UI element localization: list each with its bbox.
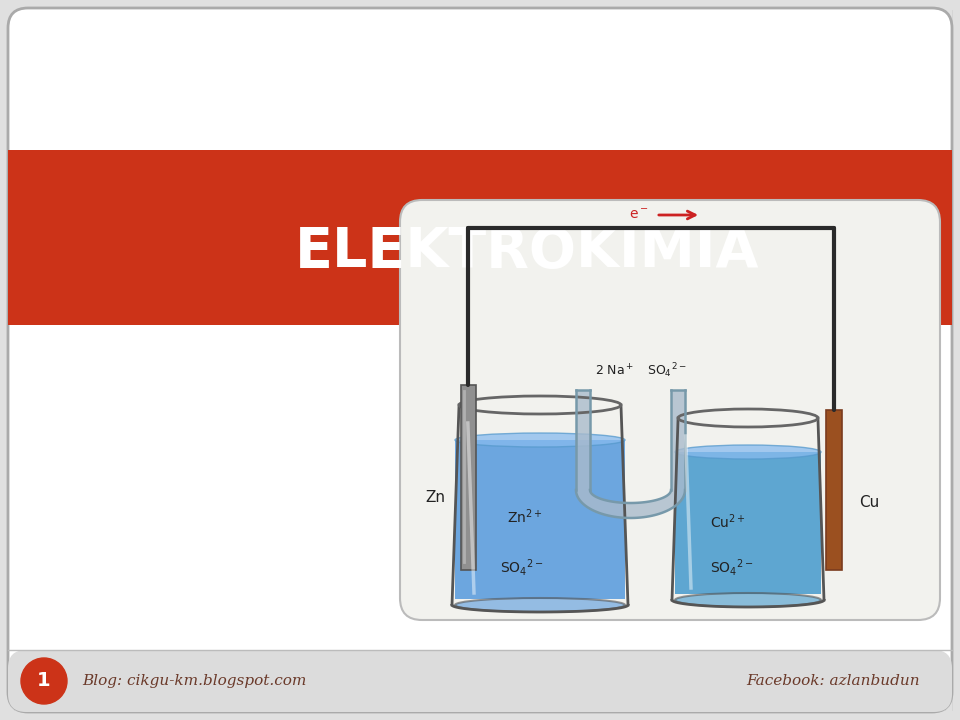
FancyBboxPatch shape xyxy=(826,410,842,570)
Text: Zn: Zn xyxy=(425,490,445,505)
Text: e$^-$: e$^-$ xyxy=(629,208,649,222)
Text: 2 Na$^+$   SO$_4$$^{2-}$: 2 Na$^+$ SO$_4$$^{2-}$ xyxy=(595,361,686,380)
FancyBboxPatch shape xyxy=(461,385,476,570)
Polygon shape xyxy=(576,390,590,490)
Ellipse shape xyxy=(455,598,625,612)
Polygon shape xyxy=(576,490,685,518)
Text: Cu: Cu xyxy=(859,495,879,510)
Text: ELEKTROKIMIA: ELEKTROKIMIA xyxy=(295,225,759,279)
Ellipse shape xyxy=(675,593,821,607)
Text: Cu$^{2+}$: Cu$^{2+}$ xyxy=(710,513,746,531)
Circle shape xyxy=(21,658,67,704)
FancyBboxPatch shape xyxy=(675,452,821,594)
Polygon shape xyxy=(671,390,685,490)
Text: SO$_4$$^{2-}$: SO$_4$$^{2-}$ xyxy=(500,557,543,577)
Ellipse shape xyxy=(675,445,821,459)
Text: SO$_4$$^{2-}$: SO$_4$$^{2-}$ xyxy=(710,557,754,578)
Text: Blog: cikgu-km.blogspot.com: Blog: cikgu-km.blogspot.com xyxy=(82,674,306,688)
FancyBboxPatch shape xyxy=(8,650,952,712)
Text: 1: 1 xyxy=(37,672,51,690)
Ellipse shape xyxy=(455,433,625,447)
FancyBboxPatch shape xyxy=(8,8,952,712)
FancyBboxPatch shape xyxy=(400,200,940,620)
Text: Facebook: azlanbudun: Facebook: azlanbudun xyxy=(746,674,920,688)
FancyBboxPatch shape xyxy=(8,150,952,325)
Text: Zn$^{2+}$: Zn$^{2+}$ xyxy=(507,508,542,526)
FancyBboxPatch shape xyxy=(455,440,625,599)
